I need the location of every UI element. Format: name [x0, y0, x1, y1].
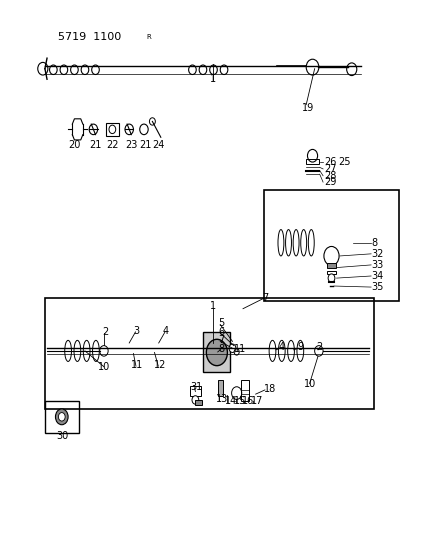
Bar	[45, 401, 78, 433]
Circle shape	[149, 118, 155, 125]
Text: 9: 9	[296, 342, 302, 352]
Text: 18: 18	[263, 384, 276, 394]
Text: 7: 7	[218, 335, 224, 345]
Bar	[263, 190, 398, 301]
Circle shape	[89, 124, 98, 135]
Circle shape	[192, 395, 198, 404]
Text: 31: 31	[190, 382, 202, 392]
Text: 8: 8	[371, 238, 377, 248]
Text: 30: 30	[57, 431, 69, 441]
Bar	[106, 123, 118, 136]
Text: 15: 15	[233, 396, 245, 406]
Text: 2: 2	[315, 342, 321, 352]
Text: 11: 11	[233, 344, 246, 354]
Circle shape	[229, 344, 235, 352]
Circle shape	[58, 413, 65, 421]
Circle shape	[233, 349, 239, 355]
Circle shape	[55, 409, 68, 425]
Text: 4: 4	[163, 326, 169, 336]
Bar	[326, 263, 335, 268]
Text: 5: 5	[218, 318, 224, 328]
Bar	[240, 380, 249, 401]
Text: 32: 32	[371, 249, 383, 259]
Text: 34: 34	[371, 271, 383, 281]
Text: 21: 21	[89, 140, 101, 150]
Text: 13: 13	[216, 394, 228, 405]
Text: 6: 6	[218, 327, 224, 337]
Text: 5719  1100: 5719 1100	[58, 32, 121, 42]
Circle shape	[323, 246, 338, 265]
Circle shape	[109, 125, 115, 134]
Circle shape	[100, 345, 108, 356]
Text: 28: 28	[323, 171, 336, 181]
Text: 24: 24	[152, 140, 164, 150]
Circle shape	[327, 274, 334, 282]
Text: 7: 7	[262, 293, 268, 303]
Text: 35: 35	[371, 282, 383, 292]
Text: 26: 26	[323, 157, 336, 167]
Text: 20: 20	[68, 140, 80, 150]
Bar	[217, 380, 222, 395]
Text: 8: 8	[218, 344, 224, 354]
Circle shape	[314, 345, 322, 356]
Text: R: R	[146, 34, 150, 40]
Circle shape	[231, 387, 241, 399]
Bar	[305, 159, 318, 164]
Text: 11: 11	[131, 360, 143, 370]
Circle shape	[305, 59, 318, 75]
Circle shape	[307, 149, 317, 162]
Bar	[202, 333, 230, 372]
Text: 33: 33	[371, 260, 383, 270]
Text: 19: 19	[301, 103, 314, 114]
Text: 4: 4	[278, 342, 284, 352]
Text: 17: 17	[250, 396, 262, 406]
Circle shape	[125, 124, 133, 135]
Text: 27: 27	[323, 164, 336, 174]
Text: 22: 22	[106, 140, 118, 150]
Text: 2: 2	[101, 327, 108, 337]
Text: 1: 1	[210, 74, 216, 84]
Text: 29: 29	[323, 177, 336, 187]
Circle shape	[206, 340, 227, 366]
Text: 21: 21	[139, 140, 152, 150]
Bar	[45, 298, 373, 409]
Circle shape	[37, 62, 48, 75]
Text: 14: 14	[225, 396, 237, 406]
Text: 23: 23	[125, 140, 137, 150]
Text: 25: 25	[337, 157, 349, 167]
Bar	[190, 386, 200, 395]
Text: 1: 1	[210, 301, 216, 311]
Circle shape	[346, 63, 356, 76]
Text: 10: 10	[303, 378, 316, 389]
Bar	[326, 271, 335, 274]
Bar	[195, 400, 201, 405]
Text: 12: 12	[153, 360, 166, 370]
Text: 16: 16	[242, 396, 254, 406]
Text: 3: 3	[133, 326, 139, 336]
Circle shape	[139, 124, 148, 135]
Text: 10: 10	[98, 362, 109, 372]
